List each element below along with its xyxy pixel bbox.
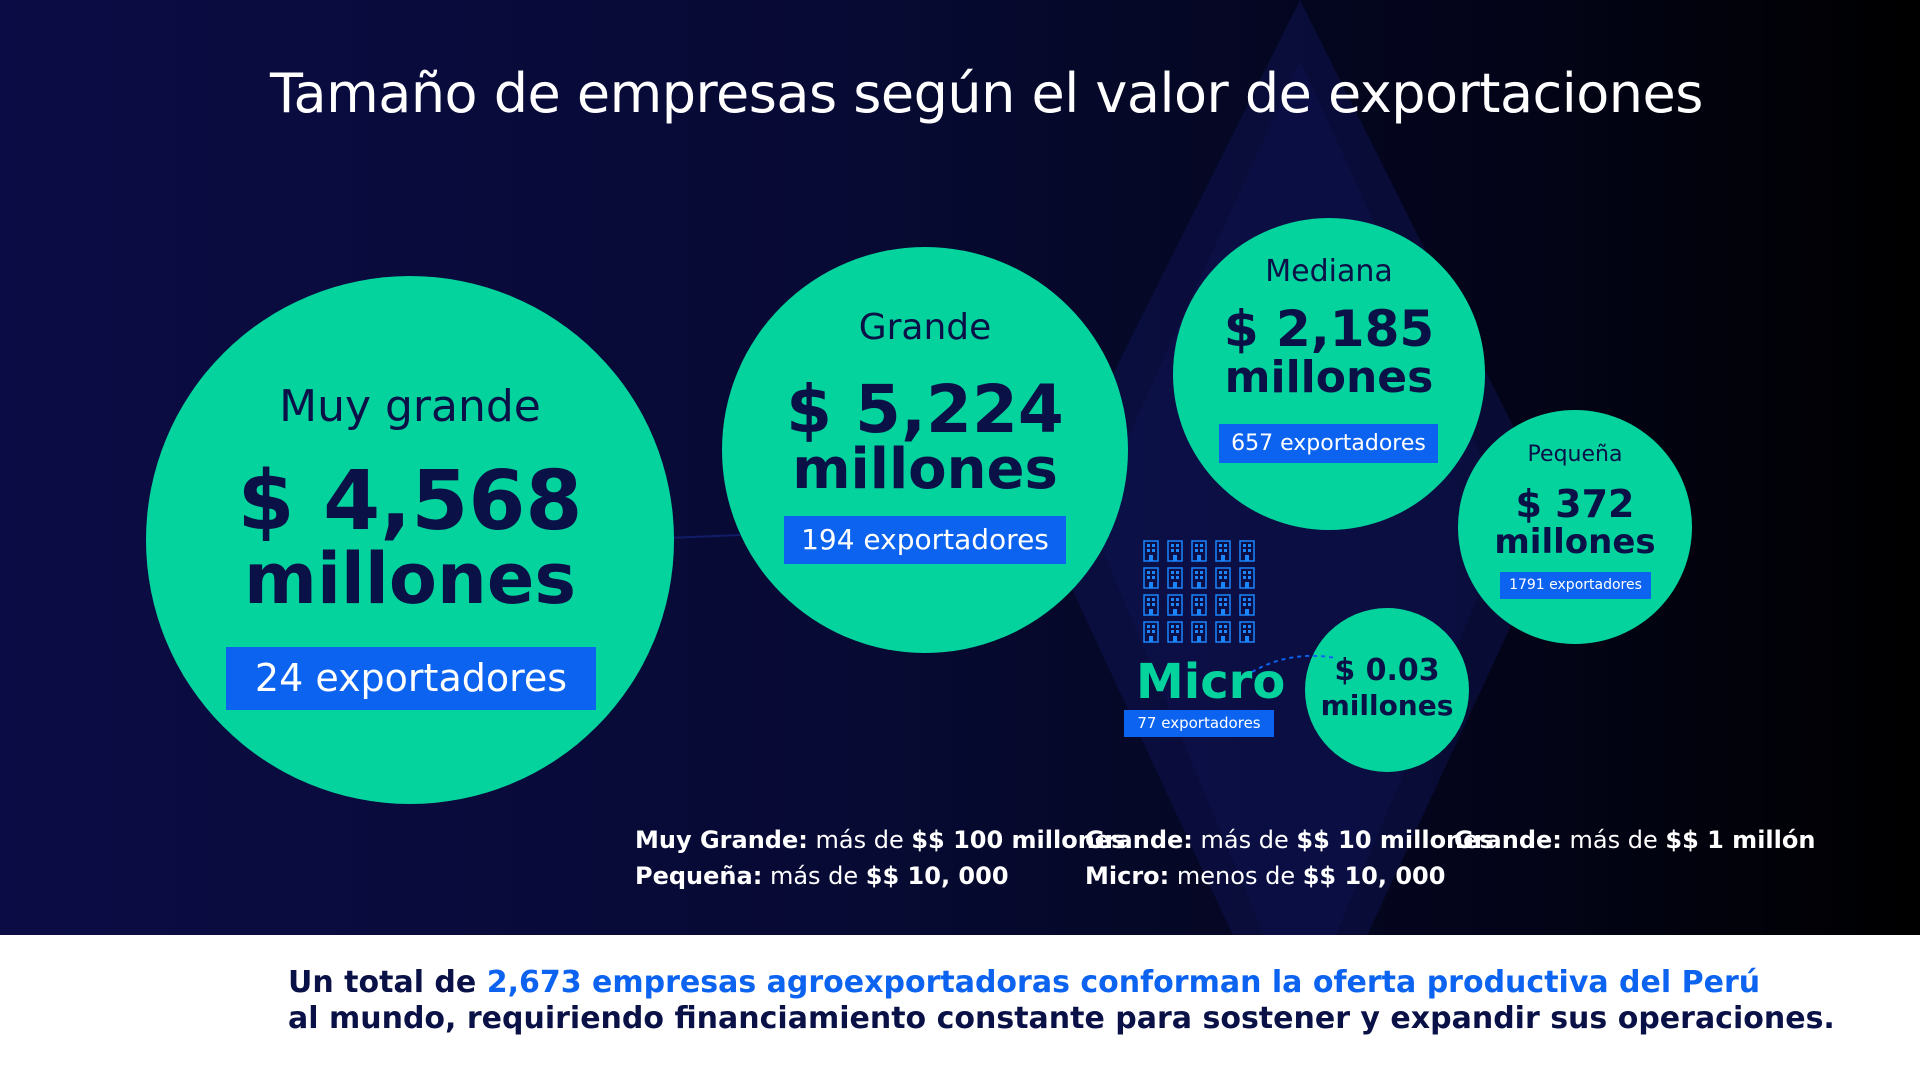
segment-label: Muy grande	[279, 381, 541, 432]
exporters-badge: 194 exportadores	[784, 516, 1066, 564]
building-icon	[1239, 567, 1255, 589]
legend-key: Pequeña:	[635, 862, 763, 890]
legend-item: Pequeña: más de $$ 10, 000	[635, 862, 1009, 890]
legend-value: $$ 1 millón	[1665, 826, 1816, 854]
building-icon	[1239, 621, 1255, 643]
building-icon	[1191, 567, 1207, 589]
footer-line-2: al mundo, requiriendo financiamiento con…	[288, 1001, 1835, 1036]
exporters-badge: 77 exportadores	[1124, 710, 1274, 737]
legend-key: Micro:	[1085, 862, 1170, 890]
building-icon	[1143, 594, 1159, 616]
legend-value: $$ 10, 000	[865, 862, 1009, 890]
building-icon	[1215, 621, 1231, 643]
segment-amount: $ 372	[1515, 482, 1635, 526]
building-icon	[1167, 594, 1183, 616]
legend-text: más de	[815, 826, 904, 854]
exporters-badge: 1791 exportadores	[1500, 572, 1651, 599]
building-icon	[1215, 540, 1231, 562]
legend-text: más de	[769, 862, 859, 890]
building-icon	[1215, 594, 1231, 616]
bubble-mediana: Mediana $ 2,185 millones	[1173, 218, 1485, 530]
building-icon	[1143, 567, 1159, 589]
page-title: Tamaño de empresas según el valor de exp…	[270, 62, 1703, 125]
segment-unit: millones	[1320, 689, 1454, 722]
legend-key: Muy Grande:	[635, 826, 808, 854]
building-icon	[1239, 540, 1255, 562]
building-icon	[1167, 567, 1183, 589]
footer-text: Un total de 2,673 empresas agroexportado…	[288, 965, 1835, 1037]
building-icon	[1143, 540, 1159, 562]
legend-text: más de	[1200, 826, 1289, 854]
legend-text: más de	[1569, 826, 1658, 854]
segment-label: Mediana	[1265, 254, 1393, 289]
micro-connector	[1251, 654, 1337, 673]
legend-item: Grande: más de $$ 10 millones	[1085, 826, 1494, 854]
legend-item: Micro: menos de $$ 10, 000	[1085, 862, 1445, 890]
segment-unit: millones	[1224, 352, 1434, 403]
building-icon	[1239, 594, 1255, 616]
building-icon	[1215, 567, 1231, 589]
legend-value: $$ 10, 000	[1302, 862, 1446, 890]
bubble-grande: Grande $ 5,224 millones	[722, 247, 1128, 653]
legend-item: Muy Grande: más de $$ 100 millones	[635, 826, 1125, 854]
footer-pre: Un total de	[288, 965, 477, 1000]
legend-key: Grande:	[1085, 826, 1193, 854]
footer-line-1: Un total de 2,673 empresas agroexportado…	[288, 965, 1835, 1001]
segment-amount: $ 0.03	[1334, 653, 1440, 688]
building-icon-grid	[1143, 540, 1261, 644]
building-icon	[1191, 621, 1207, 643]
legend-item: Grande: más de $$ 1 millón	[1454, 826, 1815, 854]
segment-unit: millones	[1494, 522, 1656, 562]
exporters-badge: 657 exportadores	[1219, 424, 1438, 463]
segment-unit: millones	[244, 538, 576, 620]
bubble-muy-grande: Muy grande $ 4,568 millones	[146, 276, 674, 804]
segment-unit: millones	[792, 437, 1058, 502]
segment-label: Grande	[858, 307, 992, 348]
segment-amount: $ 2,185	[1223, 300, 1435, 358]
footer-panel	[0, 935, 1920, 1080]
legend-key: Grande:	[1454, 826, 1562, 854]
legend-value: $$ 10 millones	[1296, 826, 1494, 854]
building-icon	[1191, 594, 1207, 616]
building-icon	[1167, 621, 1183, 643]
segment-label: Pequeña	[1527, 442, 1623, 467]
footer-highlight: 2,673 empresas agroexportadoras conforma…	[486, 965, 1761, 1000]
building-icon	[1143, 621, 1159, 643]
segment-amount: $ 5,224	[786, 371, 1064, 448]
micro-label: Micro	[1136, 654, 1286, 710]
legend-text: menos de	[1176, 862, 1296, 890]
building-icon	[1191, 540, 1207, 562]
bubble-micro: $ 0.03 millones	[1305, 608, 1469, 772]
building-icon	[1167, 540, 1183, 562]
exporters-badge: 24 exportadores	[226, 647, 596, 710]
bubble-pequena: Pequeña $ 372 millones	[1458, 410, 1692, 644]
segment-amount: $ 4,568	[237, 454, 583, 549]
legend-value: $$ 100 millones	[911, 826, 1126, 854]
